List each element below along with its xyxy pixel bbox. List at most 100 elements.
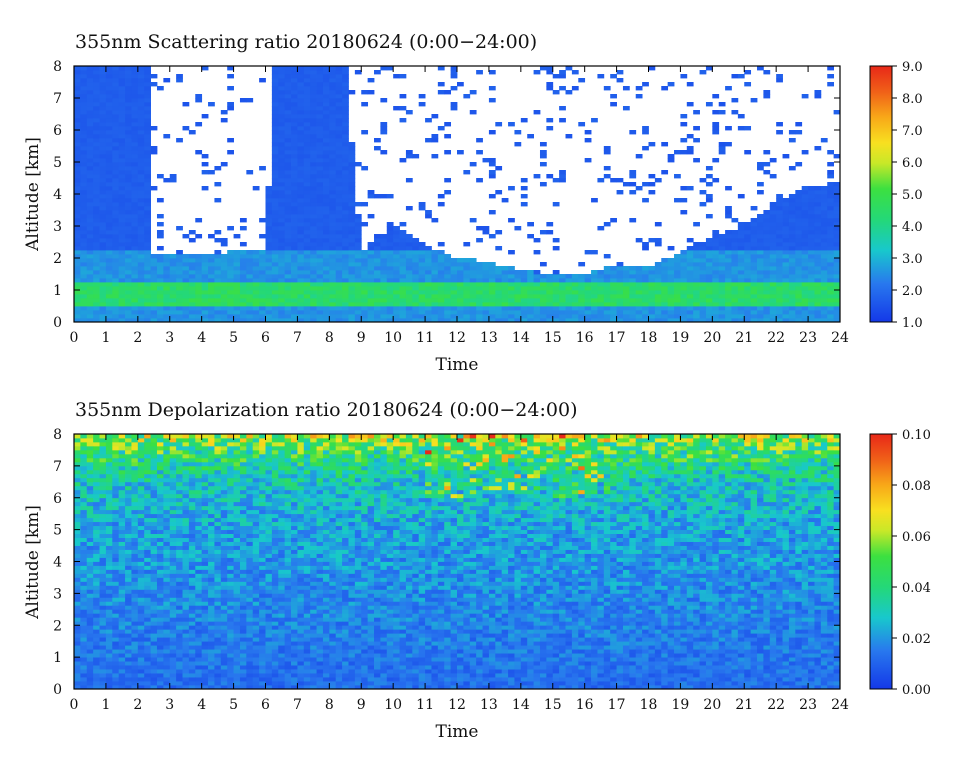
heat-cell <box>144 114 151 119</box>
heat-cell <box>169 453 177 459</box>
heat-cell <box>674 290 681 295</box>
heat-cell <box>105 142 113 147</box>
heat-cell <box>457 294 464 299</box>
heat-cell <box>86 637 94 642</box>
heat-cell <box>335 106 343 111</box>
heat-cell <box>259 254 266 259</box>
heat-cell <box>291 202 298 207</box>
heat-cell <box>284 254 292 259</box>
heat-cell <box>208 310 215 315</box>
heat-cell <box>265 222 273 227</box>
heat-cell <box>380 246 388 251</box>
heat-cell <box>144 653 151 658</box>
heat-cell <box>763 266 771 271</box>
heat-cell <box>125 318 132 323</box>
heat-cell <box>686 278 694 283</box>
heat-cell <box>150 457 158 463</box>
heat-cell <box>552 178 560 183</box>
heat-cell <box>112 461 120 467</box>
heat-cell <box>137 557 145 562</box>
heat-cell <box>303 258 311 263</box>
heat-cell <box>763 238 771 243</box>
heat-cell <box>150 609 158 614</box>
heat-cell <box>488 174 496 179</box>
heat-cell <box>737 274 745 279</box>
heat-cell <box>463 282 471 287</box>
heat-cell <box>827 306 835 311</box>
heat-cell <box>354 242 362 247</box>
heat-cell <box>86 537 94 542</box>
colorbar-tick-label: 4.0 <box>902 220 923 235</box>
heat-cell <box>603 222 611 227</box>
heat-cell <box>322 134 330 139</box>
heat-cell <box>712 94 720 99</box>
heat-cell <box>227 138 234 143</box>
heat-cell <box>156 549 164 554</box>
heat-cell <box>827 246 835 251</box>
heat-cell <box>801 318 809 323</box>
heat-cell <box>93 82 100 87</box>
heat-cell <box>335 114 343 119</box>
heat-cell <box>74 154 81 159</box>
heat-cell <box>801 94 809 99</box>
heat-cell <box>144 142 151 147</box>
heat-cell <box>712 278 720 283</box>
heat-cell <box>125 645 132 650</box>
heat-cell <box>176 262 183 267</box>
heat-cell <box>712 242 720 247</box>
heat-cell <box>246 294 254 299</box>
heat-cell <box>291 198 298 203</box>
heat-cell <box>297 206 305 211</box>
heat-cell <box>169 282 177 287</box>
heat-cell <box>514 298 522 303</box>
heat-cell <box>757 294 764 299</box>
heat-cell <box>316 246 324 251</box>
heat-cell <box>137 477 145 483</box>
heat-cell <box>80 234 88 239</box>
heat-cell <box>367 286 375 291</box>
heat-cell <box>163 529 171 535</box>
heat-cell <box>699 178 707 183</box>
heat-cell <box>642 318 649 323</box>
heat-cell <box>501 198 509 203</box>
heat-cell <box>686 262 694 267</box>
heat-cell <box>156 274 164 279</box>
heat-cell <box>150 465 158 471</box>
heat-cell <box>93 134 100 139</box>
heat-cell <box>195 122 203 127</box>
heat-cell <box>322 78 330 83</box>
heat-cell <box>105 106 113 111</box>
heat-cell <box>788 266 796 271</box>
heat-cell <box>418 302 426 307</box>
heat-cell <box>163 581 171 586</box>
heat-cell <box>386 310 394 315</box>
heat-cell <box>74 302 81 307</box>
heat-cell <box>112 434 120 439</box>
heat-cell <box>539 182 547 187</box>
heat-cell <box>712 262 720 267</box>
heat-cell <box>667 310 675 315</box>
heat-cell <box>246 170 254 175</box>
heat-cell <box>74 214 81 219</box>
heat-cell <box>769 214 777 219</box>
heat-cell <box>705 302 713 307</box>
heat-cell <box>125 146 132 151</box>
heat-cell <box>814 246 822 251</box>
heat-cell <box>820 294 828 299</box>
heat-cell <box>291 154 298 159</box>
heat-cell <box>597 306 605 311</box>
heat-cell <box>156 681 164 686</box>
heat-cell <box>137 473 145 479</box>
heat-cell <box>80 637 88 642</box>
heat-cell <box>93 214 100 219</box>
heat-cell <box>169 653 177 658</box>
heat-cell <box>99 290 107 295</box>
heat-cell <box>176 286 183 291</box>
heat-cell <box>284 198 292 203</box>
heat-cell <box>137 441 145 447</box>
heat-cell <box>565 274 573 279</box>
heat-cell <box>718 290 726 295</box>
heat-cell <box>112 677 120 682</box>
heat-cell <box>310 278 317 283</box>
heat-cell <box>112 525 120 531</box>
